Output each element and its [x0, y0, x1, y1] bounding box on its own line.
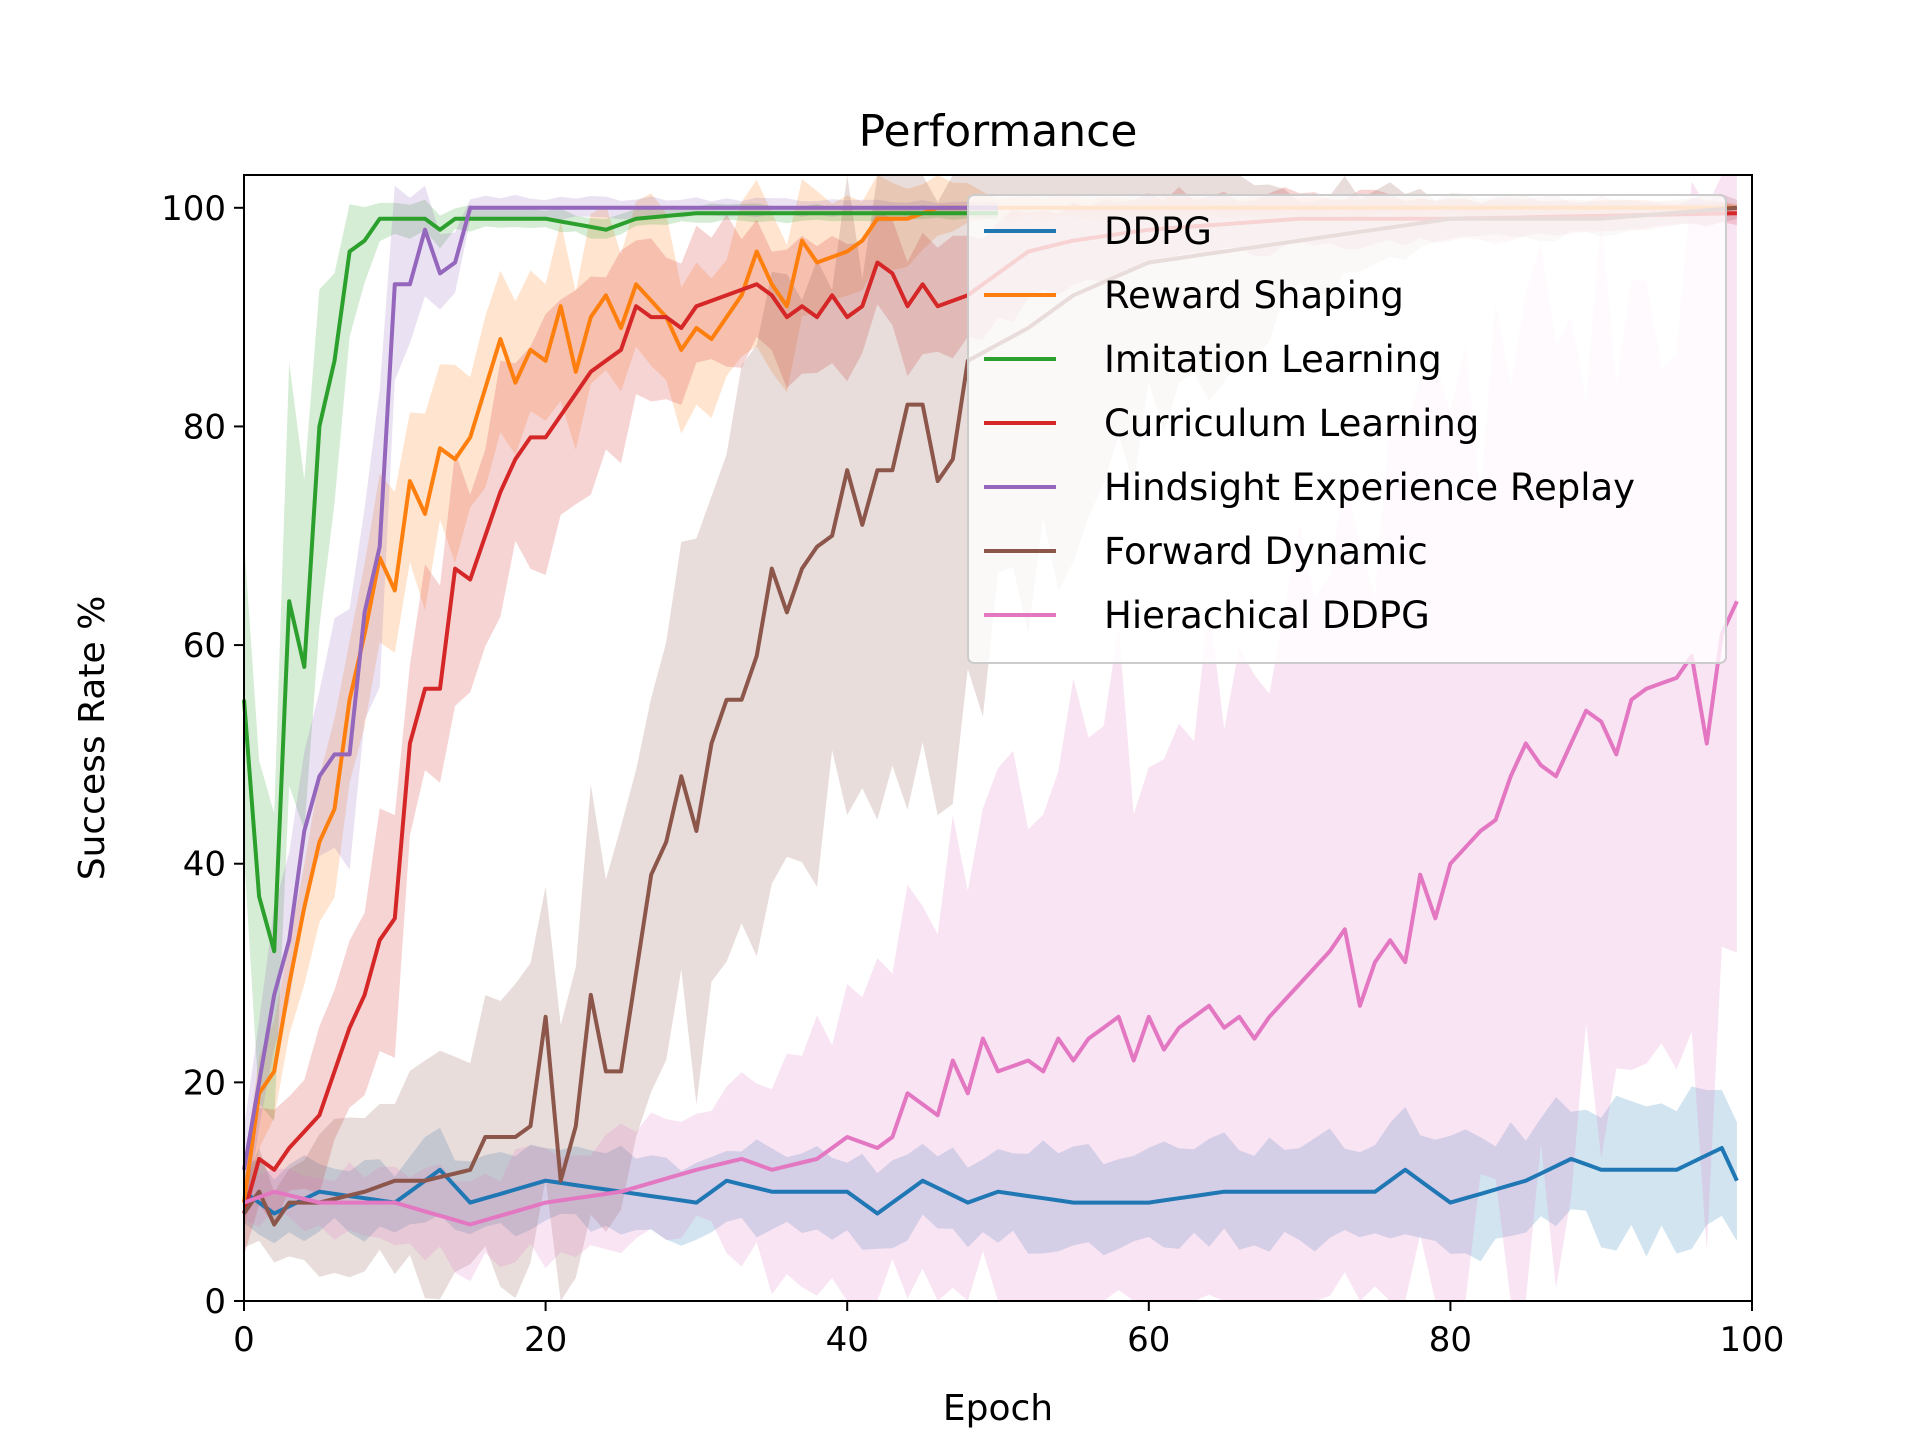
- y-tick-label: 0: [204, 1282, 226, 1322]
- band-curriculum-learning: [244, 187, 1737, 1256]
- series-line-hierachical-ddpg: [243, 600, 1739, 1227]
- x-tick-label: 0: [233, 1320, 255, 1360]
- band-ddpg: [244, 1086, 1737, 1262]
- y-tick-label: 100: [161, 189, 226, 229]
- legend-label: Hindsight Experience Replay: [1104, 466, 1635, 509]
- legend[interactable]: DDPG Reward Shaping Imitation Learning Curr…: [967, 194, 1727, 664]
- confidence-bands: [244, 175, 1737, 1301]
- y-axis-label: Success Rate %: [72, 596, 113, 881]
- legend-label: DDPG: [1104, 210, 1212, 253]
- x-axis-ticks: 0 20 40 60 80 100: [233, 1301, 1784, 1360]
- y-tick-label: 60: [183, 626, 226, 666]
- legend-label: Reward Shaping: [1104, 274, 1404, 317]
- y-tick-label: 80: [183, 407, 226, 447]
- x-tick-label: 80: [1429, 1320, 1472, 1360]
- band-imitation-learning: [244, 199, 998, 1122]
- band-hierachical-ddpg: [244, 175, 1737, 1301]
- legend-box: [967, 194, 1727, 664]
- series-line-ddpg: [242, 1146, 1739, 1216]
- series-line-hindsight-experience-replay: [242, 205, 998, 1171]
- x-tick-label: 100: [1720, 1320, 1785, 1360]
- y-axis-ticks: 0 20 40 60 80 100: [161, 189, 244, 1322]
- y-tick-label: 40: [183, 845, 226, 885]
- legend-label: Forward Dynamic: [1104, 530, 1428, 573]
- x-axis-label: Epoch: [943, 1388, 1053, 1429]
- x-tick-label: 40: [826, 1320, 869, 1360]
- series-line-imitation-learning: [242, 211, 998, 954]
- y-tick-label: 20: [183, 1063, 226, 1103]
- plot-frame: [243, 174, 1753, 1302]
- legend-label: Hierachical DDPG: [1104, 594, 1430, 637]
- legend-label: Imitation Learning: [1104, 338, 1442, 381]
- band-forward-dynamic: [244, 175, 1737, 1301]
- x-tick-label: 20: [524, 1320, 567, 1360]
- x-tick-label: 60: [1127, 1320, 1170, 1360]
- chart-title: Performance: [859, 106, 1138, 157]
- legend-label: Curriculum Learning: [1104, 402, 1479, 445]
